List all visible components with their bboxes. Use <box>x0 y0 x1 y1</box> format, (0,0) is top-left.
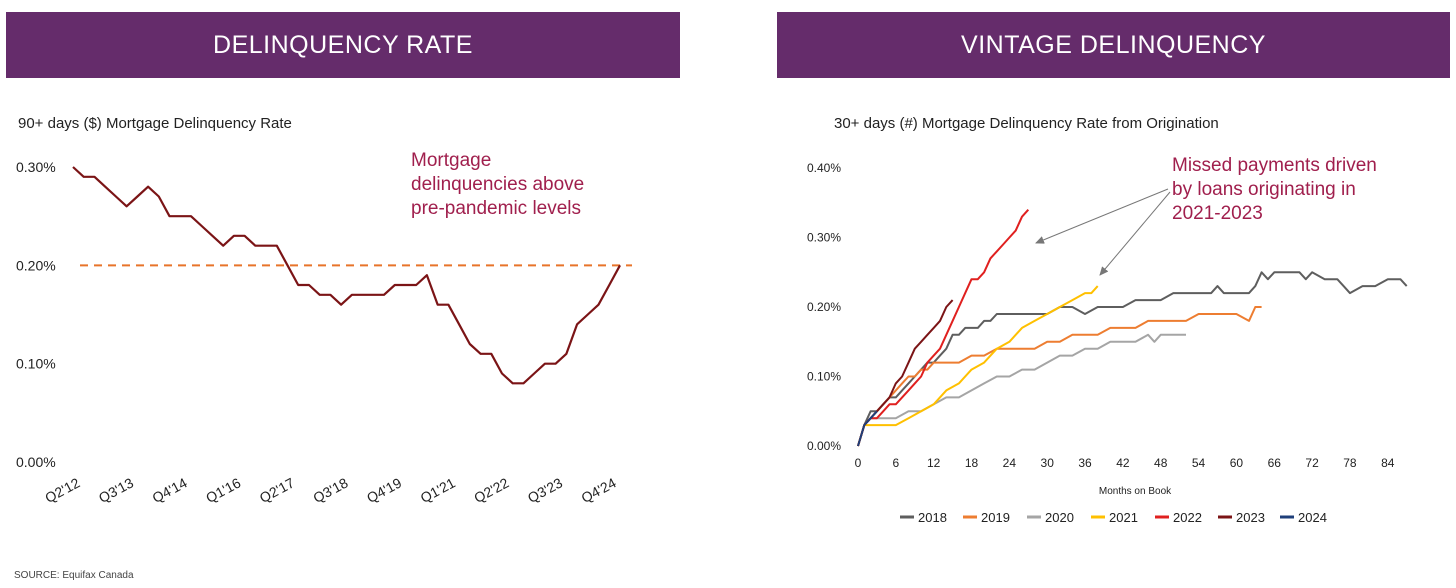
legend-label-2023: 2023 <box>1236 510 1265 525</box>
legend-label-2020: 2020 <box>1045 510 1074 525</box>
annotation-line: Mortgage <box>411 150 492 171</box>
annotation-line: 2021-2023 <box>1172 203 1263 224</box>
annotation-line: Missed payments driven <box>1172 155 1377 176</box>
banner-title: DELINQUENCY RATE <box>213 30 473 59</box>
source-note: SOURCE: Equifax Canada <box>14 570 134 581</box>
series-line-2022 <box>857 209 1030 447</box>
y-tick-label: 0.10% <box>16 356 56 372</box>
x-tick-label: 18 <box>965 456 979 470</box>
y-tick-label: 0.10% <box>807 370 841 384</box>
legend-label-2021: 2021 <box>1109 510 1138 525</box>
annotation-arrow <box>1035 188 1169 244</box>
delinquency-rate-banner: DELINQUENCY RATE <box>6 12 680 78</box>
y-tick-label: 0.00% <box>807 439 841 453</box>
y-tick-label: 0.20% <box>16 257 56 273</box>
x-tick-label: 6 <box>892 456 899 470</box>
x-tick-label: 66 <box>1268 456 1282 470</box>
series-line-2019 <box>857 306 1262 447</box>
vintage-delinquency-banner: VINTAGE DELINQUENCY <box>777 12 1450 78</box>
x-tick-label: 0 <box>855 456 862 470</box>
annotation-line: delinquencies above <box>411 174 585 195</box>
x-tick-label: 54 <box>1192 456 1206 470</box>
right-chart-title: 30+ days (#) Mortgage Delinquency Rate f… <box>834 115 1219 132</box>
legend-label-2024: 2024 <box>1298 510 1327 525</box>
banner-title: VINTAGE DELINQUENCY <box>961 30 1266 59</box>
series-line-2018 <box>857 271 1408 447</box>
y-tick-label: 0.40% <box>807 161 841 175</box>
x-tick-label: 72 <box>1305 456 1319 470</box>
right-annotation: Missed payments driven by loans originat… <box>1172 154 1432 226</box>
series-line-2024 <box>857 410 878 447</box>
annotation-line: by loans originating in <box>1172 179 1356 200</box>
y-tick-label: 0.30% <box>807 231 841 245</box>
series-line-2020 <box>857 333 1186 447</box>
x-tick-label: 60 <box>1230 456 1244 470</box>
series-line-2021 <box>857 285 1099 447</box>
x-tick-label: 42 <box>1116 456 1130 470</box>
delinquency-rate-line <box>72 166 621 385</box>
x-tick-label: 36 <box>1078 456 1092 470</box>
left-chart-title: 90+ days ($) Mortgage Delinquency Rate <box>18 115 292 132</box>
x-axis-label: Months on Book <box>1099 486 1172 497</box>
delinquency-rate-chart: 0.00%0.10%0.20%0.30%Q2'12 Q3'13 Q4'14 Q1'16… <box>16 159 632 506</box>
legend-label-2022: 2022 <box>1173 510 1202 525</box>
x-tick-label: 48 <box>1154 456 1168 470</box>
y-tick-label: 0.30% <box>16 159 56 175</box>
x-tick-label: 78 <box>1343 456 1357 470</box>
legend-label-2018: 2018 <box>918 510 947 525</box>
x-tick-label: 24 <box>1003 456 1017 470</box>
x-tick-label: 12 <box>927 456 941 470</box>
x-tick-label: 30 <box>1041 456 1055 470</box>
y-tick-label: 0.00% <box>16 454 56 470</box>
left-annotation: Mortgage delinquencies above pre-pandemi… <box>411 149 641 221</box>
annotation-line: pre-pandemic levels <box>411 198 582 219</box>
x-tick-label: 84 <box>1381 456 1395 470</box>
annotation-arrow <box>1099 191 1171 276</box>
y-tick-label: 0.20% <box>807 300 841 314</box>
legend-label-2019: 2019 <box>981 510 1010 525</box>
